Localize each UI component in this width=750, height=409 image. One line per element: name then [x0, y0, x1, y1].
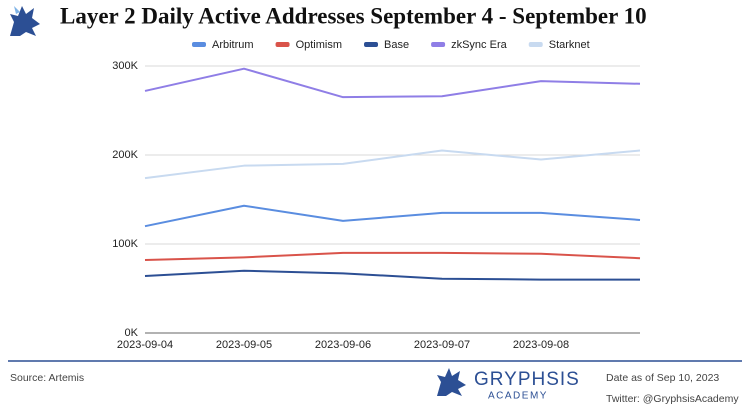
legend-label: Starknet [549, 39, 590, 51]
date: Date as of Sep 10, 2023 [606, 372, 719, 384]
logo [8, 4, 42, 38]
y-tick-label: 100K [112, 238, 138, 250]
x-tick-label: 2023-09-07 [414, 339, 470, 351]
source: Source: Artemis [10, 372, 84, 384]
legend-item: zkSync Era [431, 39, 508, 51]
legend-swatch [192, 42, 206, 47]
y-tick-label: 300K [112, 60, 138, 72]
brand-logo [437, 368, 466, 396]
legend-item: Optimism [275, 39, 342, 51]
legend-item: Arbitrum [192, 39, 254, 51]
legend-swatch [275, 42, 290, 47]
legend-swatch [431, 42, 446, 47]
legend-label: zkSync Era [451, 39, 508, 51]
brand: GRYPHSIS [474, 369, 580, 390]
x-tick-label: 2023-09-05 [216, 339, 272, 351]
legend-item: Base [364, 39, 409, 51]
plot-area: 0K 100K 200K 300K 2023-09-04 2023-09-05 2023-0… [112, 60, 641, 351]
brand-sub: ACADEMY [488, 391, 548, 402]
series-line [144, 67, 641, 99]
series-line [144, 251, 641, 262]
x-tick-label: 2023-09-04 [117, 339, 173, 351]
legend-item: Starknet [528, 39, 590, 51]
legend-label: Base [384, 39, 409, 51]
x-tick-label: 2023-09-08 [513, 339, 569, 351]
legend-swatch [528, 42, 543, 47]
series-line [144, 149, 641, 180]
chart-title: Layer 2 Daily Active Addresses September… [60, 3, 647, 28]
y-tick-label: 0K [125, 327, 139, 339]
x-tick-label: 2023-09-06 [315, 339, 371, 351]
twitter: Twitter: @GryphsisAcademy [606, 393, 739, 405]
legend: Arbitrum Optimism Base zkSync Era Starknet [192, 39, 590, 51]
y-tick-label: 200K [112, 149, 138, 161]
series-line [144, 269, 640, 281]
series-line [144, 204, 641, 228]
legend-label: Arbitrum [212, 39, 254, 51]
legend-label: Optimism [296, 39, 342, 51]
legend-swatch [364, 42, 379, 47]
